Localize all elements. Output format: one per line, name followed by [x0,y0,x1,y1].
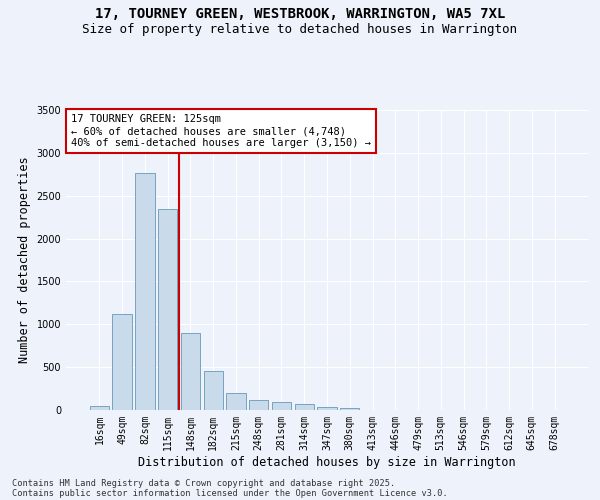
Bar [112,314,132,410]
Bar [317,407,337,410]
Text: Contains public sector information licensed under the Open Government Licence v3: Contains public sector information licen… [12,488,448,498]
X-axis label: Distribution of detached houses by size in Warrington: Distribution of detached houses by size … [138,456,516,468]
Bar [181,333,200,410]
Bar [272,402,291,410]
Y-axis label: Number of detached properties: Number of detached properties [18,156,31,364]
Bar [135,174,155,410]
Bar [340,408,359,410]
Bar [90,406,109,410]
Text: 17 TOURNEY GREEN: 125sqm
← 60% of detached houses are smaller (4,748)
40% of sem: 17 TOURNEY GREEN: 125sqm ← 60% of detach… [71,114,371,148]
Bar [295,404,314,410]
Bar [226,394,245,410]
Bar [203,372,223,410]
Text: Contains HM Land Registry data © Crown copyright and database right 2025.: Contains HM Land Registry data © Crown c… [12,478,395,488]
Bar [158,210,178,410]
Text: 17, TOURNEY GREEN, WESTBROOK, WARRINGTON, WA5 7XL: 17, TOURNEY GREEN, WESTBROOK, WARRINGTON… [95,8,505,22]
Bar [249,400,268,410]
Text: Size of property relative to detached houses in Warrington: Size of property relative to detached ho… [83,22,517,36]
